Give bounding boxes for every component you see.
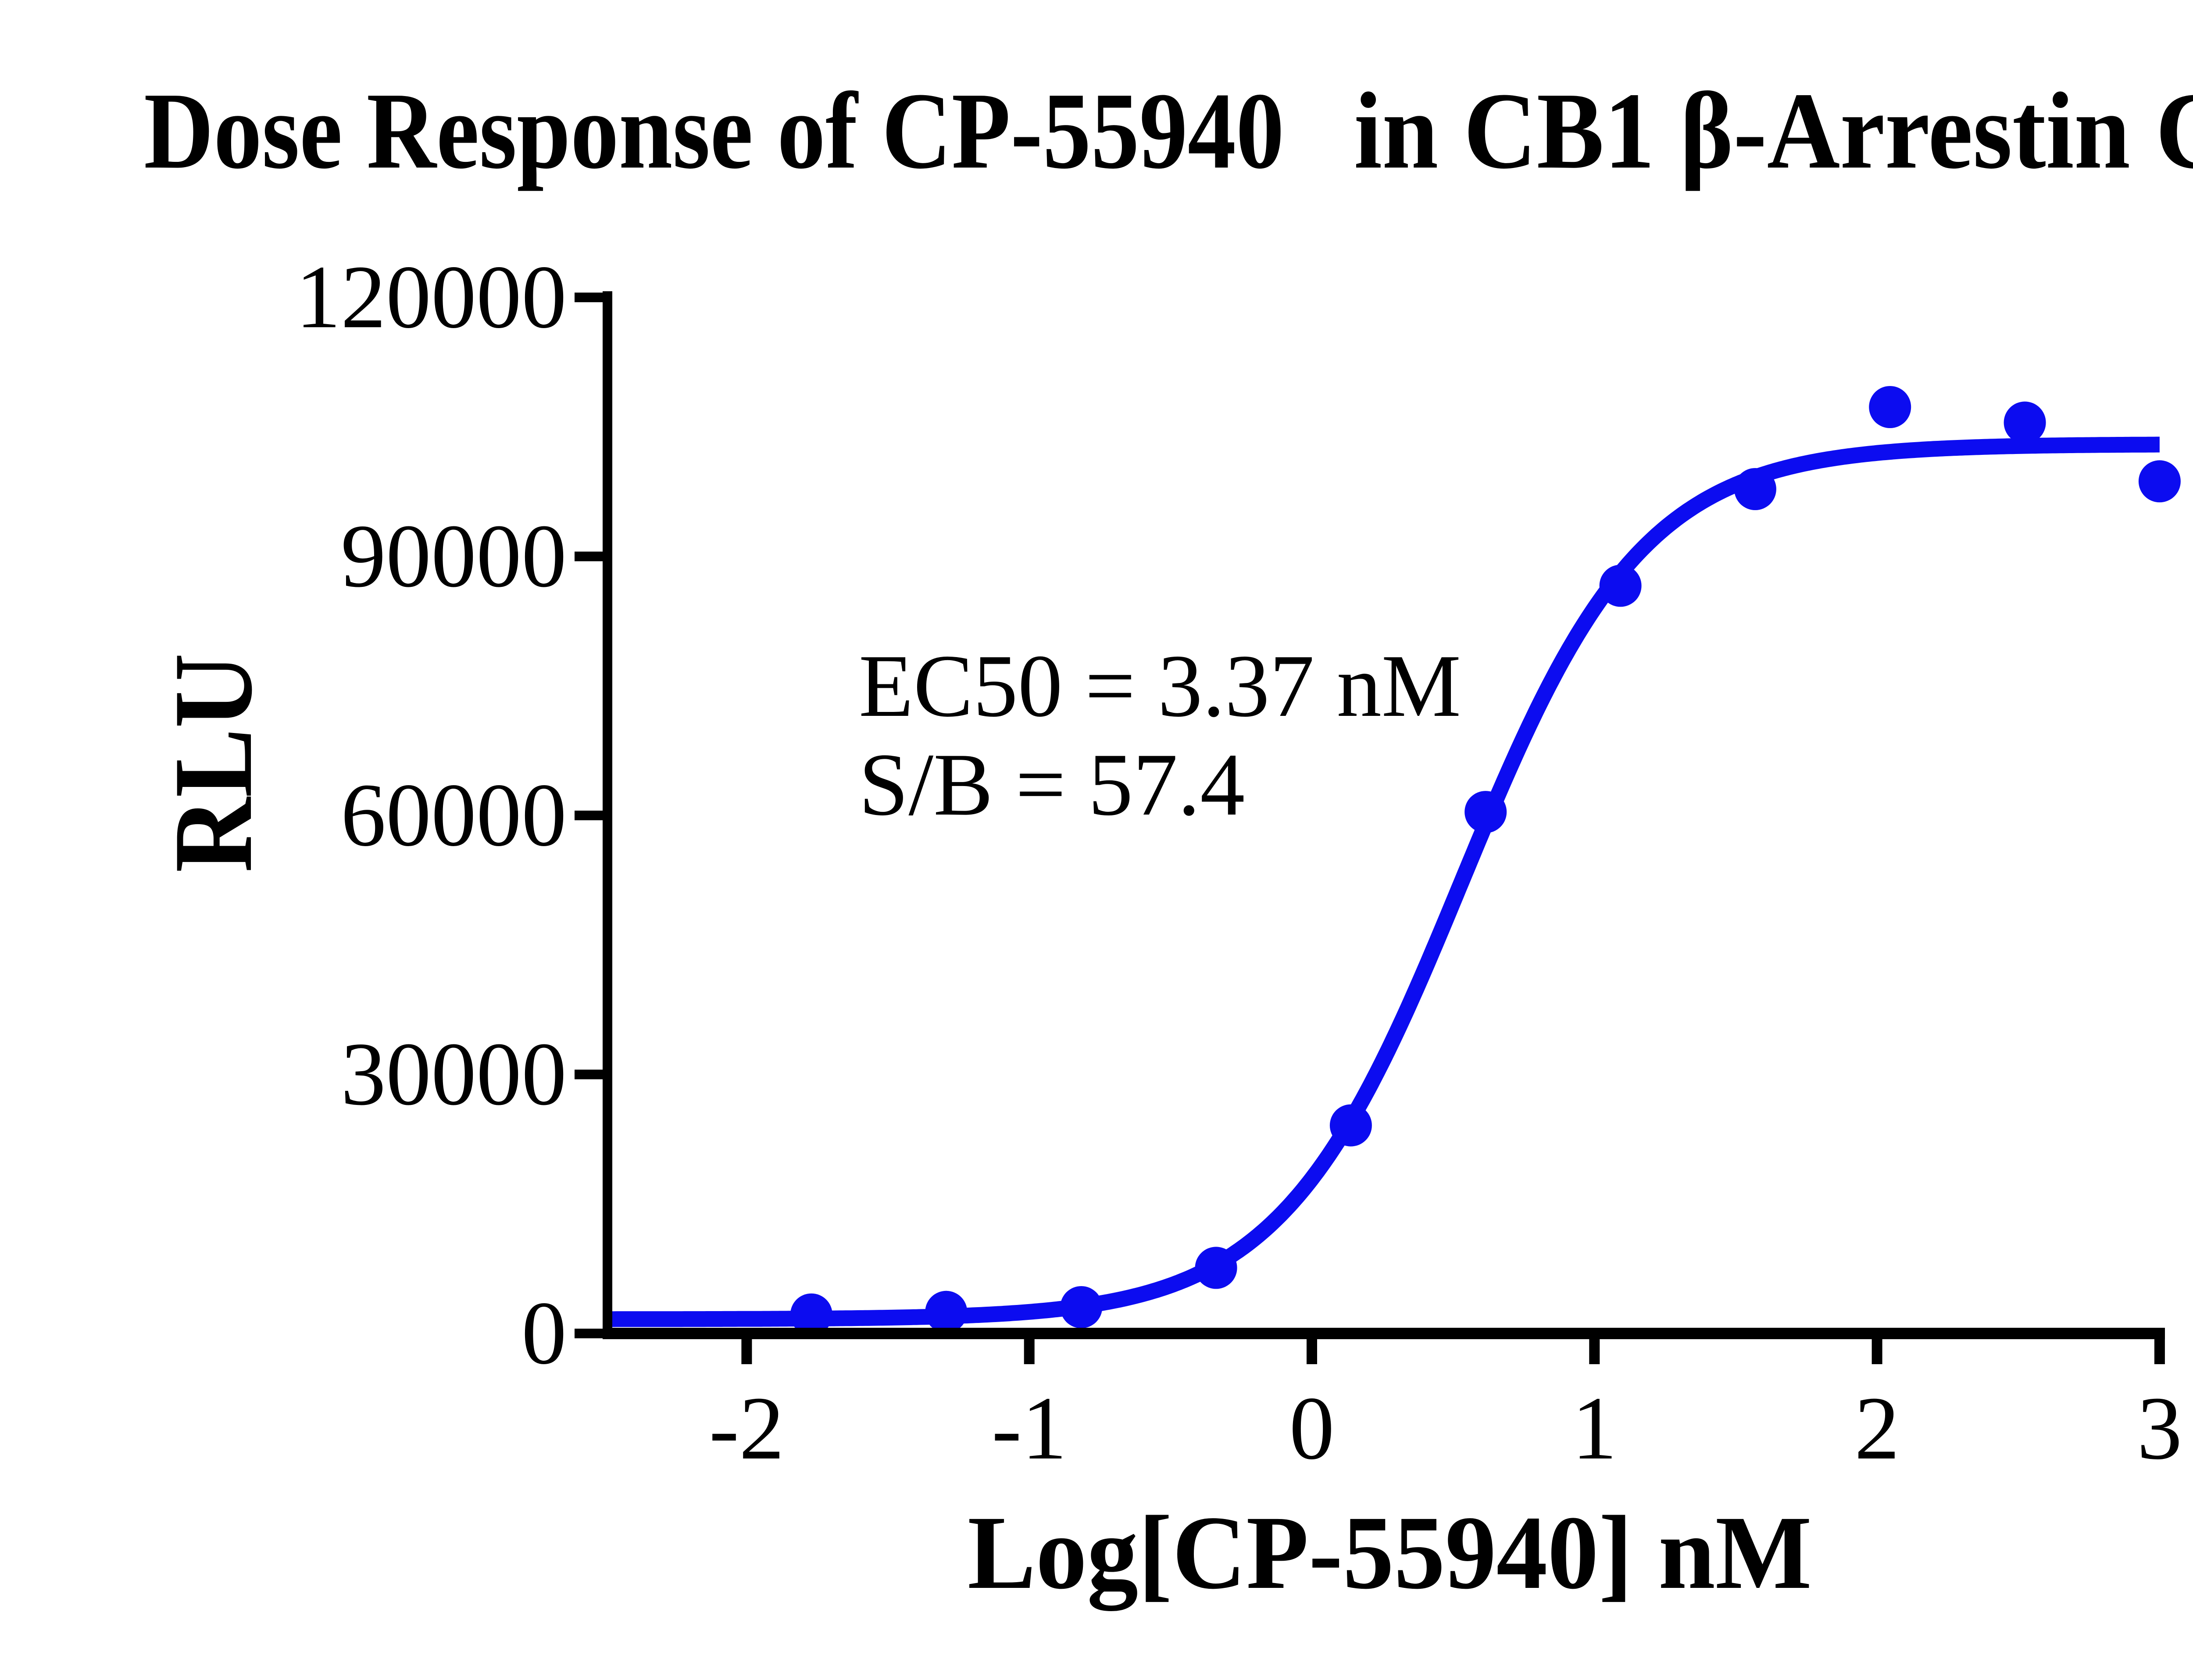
y-tick [575, 551, 603, 561]
y-tick-label: 90000 [341, 506, 567, 606]
x-axis-title: Log[CP-55940] nM [968, 1494, 1812, 1611]
y-tick-label: 0 [521, 1283, 567, 1383]
x-tick-label: -1 [992, 1378, 1067, 1478]
data-point [2004, 401, 2046, 444]
x-tick-label: 2 [1854, 1378, 1900, 1478]
y-tick-label: 30000 [341, 1024, 567, 1124]
y-tick [575, 1329, 603, 1338]
x-tick-label: 3 [2137, 1378, 2182, 1478]
y-axis-title: RLU [150, 653, 275, 872]
data-point [1869, 386, 1911, 428]
y-tick-label: 60000 [341, 765, 567, 865]
chart-title-part2: in CB1 β-Arrestin CHO [1354, 70, 2193, 192]
chart-title-part1: Dose Response of CP-55940 [144, 70, 1284, 192]
axis-layer [575, 291, 2165, 1364]
ticklabel-layer: -2 -1 0 1 2 3 0 30000 60000 90000 120000 [296, 247, 2182, 1478]
annotation-sb: S/B = 57.4 [859, 735, 1245, 834]
curve-layer [600, 386, 2181, 1336]
annotation-ec50: EC50 = 3.37 nM [859, 636, 1461, 736]
data-point [2138, 460, 2181, 503]
data-point [925, 1290, 968, 1333]
x-tick [1589, 1339, 1600, 1364]
data-point [1329, 1104, 1372, 1147]
x-tick [1307, 1339, 1317, 1364]
fit-curve [600, 436, 2165, 1327]
data-point [1060, 1286, 1103, 1328]
data-point [1599, 565, 1642, 607]
x-tick [1024, 1339, 1035, 1364]
data-point [1734, 468, 1776, 510]
y-axis-line [603, 291, 612, 1339]
y-tick [575, 293, 603, 302]
y-tick-label: 120000 [296, 247, 567, 347]
y-tick [575, 811, 603, 820]
data-point [1464, 791, 1507, 833]
x-tick [1872, 1339, 1882, 1364]
data-point [790, 1293, 832, 1336]
data-point [1195, 1247, 1237, 1289]
x-tick-label: -2 [709, 1378, 785, 1478]
y-tick [575, 1069, 603, 1079]
x-axis-line [603, 1328, 2165, 1339]
x-tick-label: 1 [1572, 1378, 1617, 1478]
x-tick [741, 1339, 752, 1364]
x-tick [2154, 1339, 2165, 1364]
x-tick-label: 0 [1289, 1378, 1335, 1478]
chart-title: Dose Response of CP-55940 in CB1 β-Arrest… [144, 61, 2193, 194]
